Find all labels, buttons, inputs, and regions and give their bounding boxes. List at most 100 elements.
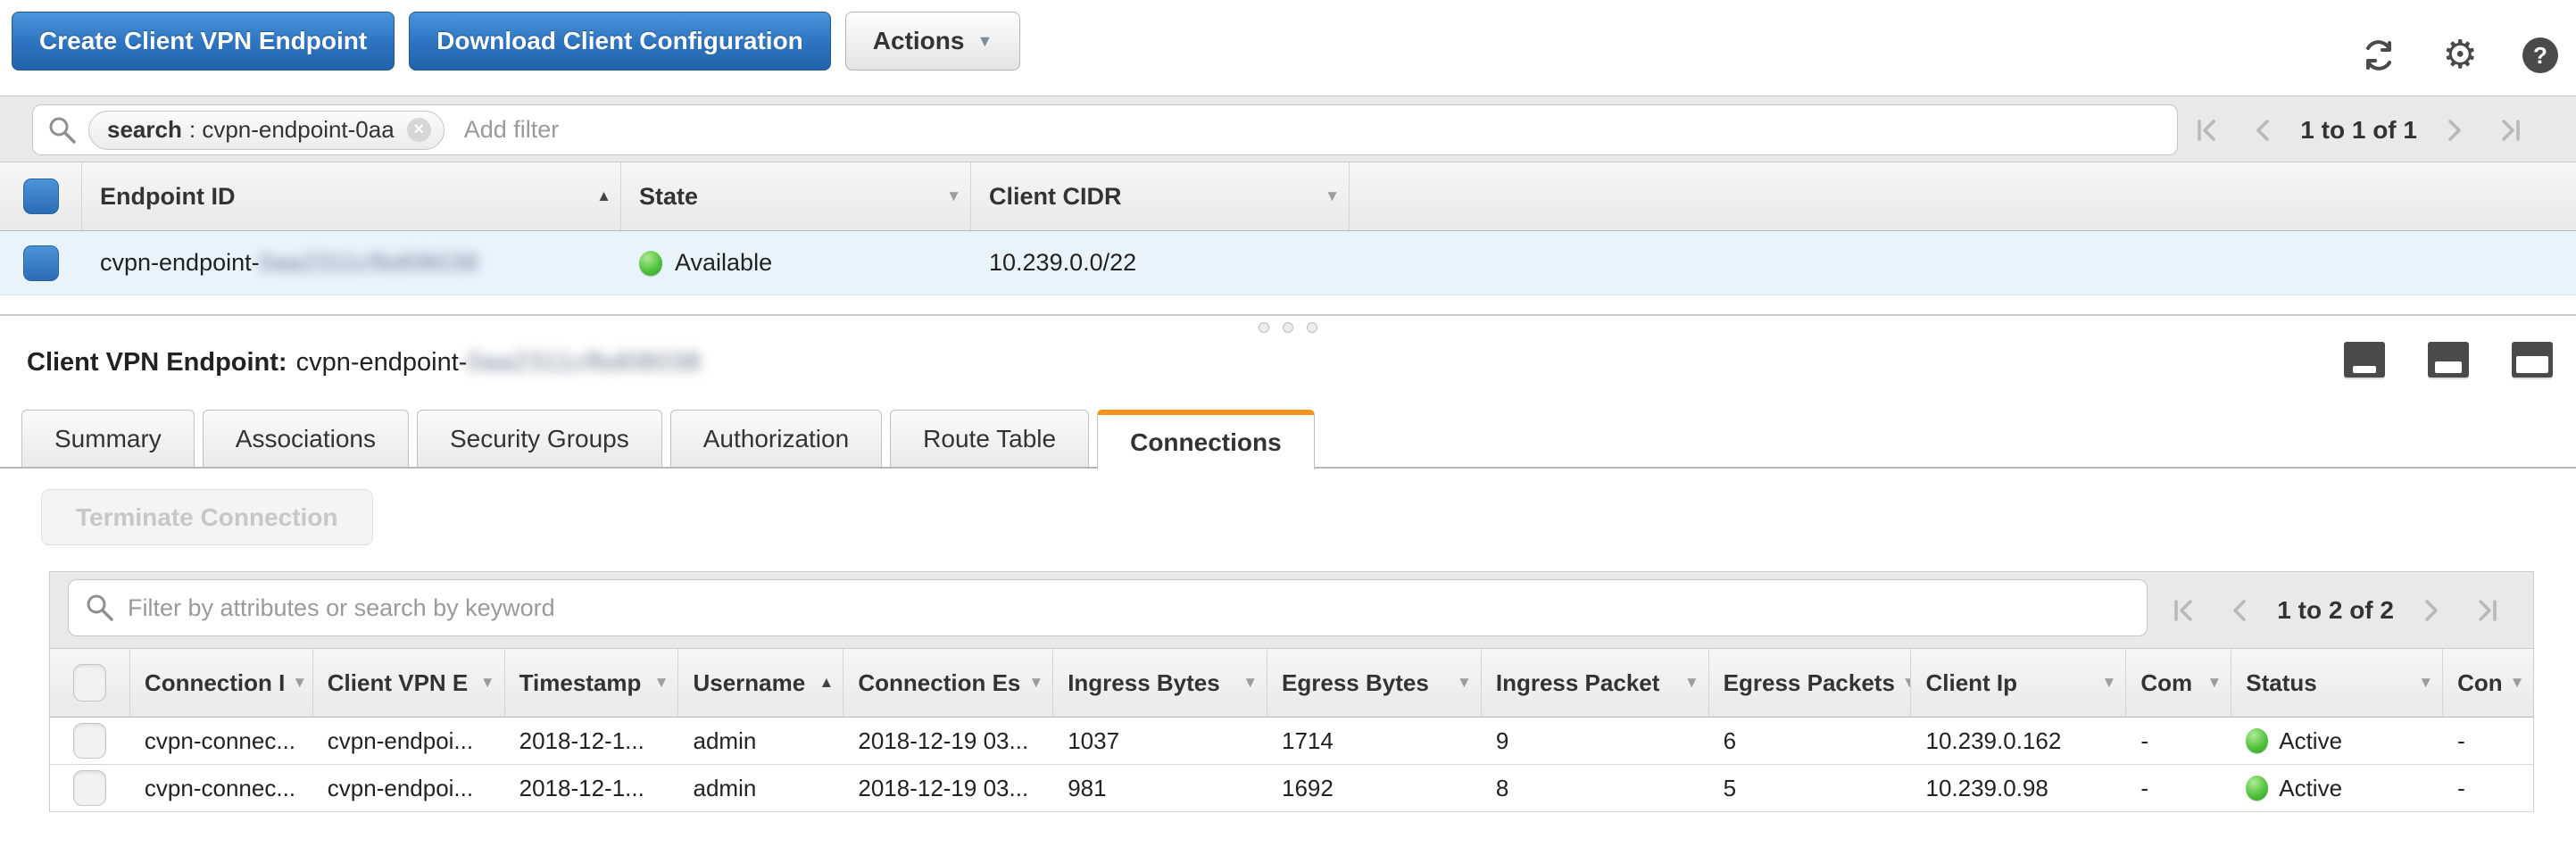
prev-page-button[interactable] (2248, 114, 2273, 146)
tab-security-groups[interactable]: Security Groups (416, 410, 662, 467)
connection-established-cell: 2018-12-19 03... (858, 774, 1029, 801)
tab-authorization[interactable]: Authorization (669, 410, 883, 467)
connections-search-box[interactable] (68, 579, 2148, 636)
col-label: Status (2246, 668, 2317, 696)
row-checkbox[interactable] (73, 770, 107, 806)
egress-packets-cell: 5 (1723, 774, 1737, 801)
status-label: Active (2279, 726, 2343, 754)
tab-connections[interactable]: Connections (1097, 410, 1315, 469)
col-egress-packets-header[interactable]: Egress Packets ▼ (1709, 649, 1912, 717)
tab-associations[interactable]: Associations (202, 410, 409, 467)
create-client-vpn-endpoint-button[interactable]: Create Client VPN Endpoint (12, 12, 395, 71)
col-state-label: State (639, 182, 699, 210)
endpoint-table-row[interactable]: cvpn-endpoint- 0aa2311cfbd08038 Available… (0, 231, 2576, 295)
first-page-button[interactable] (2191, 114, 2222, 146)
ingress-bytes-cell: 981 (1068, 774, 1107, 801)
egress-packets-cell: 6 (1723, 726, 1737, 754)
column-menu-icon[interactable]: ▼ (1683, 674, 1699, 691)
terminate-connection-button[interactable]: Terminate Connection (41, 489, 373, 545)
pane-size-full-icon[interactable] (2512, 342, 2553, 378)
select-all-cell (50, 649, 130, 717)
connections-filter-input[interactable] (128, 594, 2131, 622)
column-menu-icon[interactable]: ▼ (1242, 674, 1259, 691)
col-connection-id-header[interactable]: Connection I ▼ (130, 649, 313, 717)
next-page-button[interactable] (2421, 594, 2446, 627)
select-all-checkbox[interactable] (22, 178, 59, 214)
col-username-header[interactable]: Username ▲ (678, 649, 844, 717)
column-menu-icon[interactable]: ▼ (653, 674, 669, 691)
remove-filter-icon[interactable]: × (406, 118, 431, 142)
col-endpoint-id-header[interactable]: Endpoint ID ▲ (82, 162, 621, 230)
endpoints-filter-strip: search : cvpn-endpoint-0aa × Add filter … (0, 95, 2576, 162)
column-menu-icon[interactable]: ▼ (2206, 674, 2223, 691)
username-cell: admin (693, 726, 757, 754)
header-filler (1350, 162, 2576, 230)
col-ingress-bytes-header[interactable]: Ingress Bytes ▼ (1053, 649, 1268, 717)
column-menu-icon[interactable]: ▼ (2418, 674, 2434, 691)
col-status-header[interactable]: Status ▼ (2231, 649, 2444, 717)
col-connection-end-header[interactable]: Con ▼ (2443, 649, 2533, 717)
row-checkbox[interactable] (23, 245, 59, 281)
download-client-configuration-button[interactable]: Download Client Configuration (409, 12, 831, 71)
last-page-button[interactable] (2496, 114, 2526, 146)
column-menu-icon[interactable]: ▼ (292, 674, 308, 691)
connection-table-row[interactable]: cvpn-connec... cvpn-endpoi... 2018-12-1.… (50, 765, 2533, 812)
col-client-vpn-endpoint-header[interactable]: Client VPN E ▼ (313, 649, 505, 717)
actions-button[interactable]: Actions ▼ (844, 12, 1021, 71)
column-menu-icon[interactable]: ▼ (946, 187, 961, 204)
column-menu-icon[interactable]: ▼ (1895, 674, 1911, 692)
col-timestamp-header[interactable]: Timestamp ▼ (505, 649, 679, 717)
column-menu-icon[interactable]: ▼ (1325, 187, 1340, 204)
client-ip-cell: 10.239.0.98 (1925, 774, 2048, 801)
last-page-button[interactable] (2472, 594, 2503, 627)
search-filter-tag[interactable]: search : cvpn-endpoint-0aa × (88, 110, 445, 150)
endpoints-search-box[interactable]: search : cvpn-endpoint-0aa × Add filter (32, 104, 2178, 155)
connection-table-row[interactable]: cvpn-connec... cvpn-endpoi... 2018-12-1.… (50, 718, 2533, 765)
connection-id-cell: cvpn-connec... (144, 774, 296, 801)
col-label: Con (2457, 668, 2503, 696)
help-icon[interactable]: ? (2522, 37, 2558, 73)
detail-tabs: Summary Associations Security Groups Aut… (21, 410, 1315, 469)
endpoint-id-prefix: cvpn-endpoint- (100, 249, 260, 276)
ingress-packets-cell: 8 (1495, 774, 1509, 801)
row-checkbox[interactable] (73, 723, 107, 759)
column-menu-icon[interactable]: ▼ (1028, 674, 1044, 691)
column-menu-icon[interactable]: ▼ (1457, 674, 1472, 691)
row-select-cell (50, 765, 130, 811)
endpoints-table-header: Endpoint ID ▲ State ▼ Client CIDR ▼ (0, 162, 2576, 231)
col-ingress-packets-header[interactable]: Ingress Packet ▼ (1482, 649, 1709, 717)
col-label: Ingress Bytes (1068, 668, 1220, 696)
settings-gear-icon[interactable]: ⚙ (2442, 33, 2478, 77)
column-menu-icon[interactable]: ▼ (2101, 674, 2117, 691)
pane-size-small-icon[interactable] (2344, 342, 2385, 378)
connection-id-cell: cvpn-connec... (144, 726, 296, 754)
select-all-cell (0, 162, 82, 230)
prev-page-button[interactable] (2225, 594, 2250, 627)
tab-route-table[interactable]: Route Table (890, 410, 1090, 467)
refresh-icon[interactable] (2359, 36, 2398, 75)
col-state-header[interactable]: State ▼ (621, 162, 971, 230)
col-egress-bytes-header[interactable]: Egress Bytes ▼ (1267, 649, 1482, 717)
column-menu-icon[interactable]: ▼ (479, 674, 495, 691)
tab-summary[interactable]: Summary (21, 410, 195, 467)
pane-splitter-handle[interactable] (1259, 322, 1317, 333)
col-common-name-header[interactable]: Com ▼ (2126, 649, 2232, 717)
connection-end-cell: - (2457, 774, 2465, 801)
select-all-checkbox[interactable] (72, 664, 106, 701)
pane-size-half-icon[interactable] (2428, 342, 2469, 378)
col-client-cidr-header[interactable]: Client CIDR ▼ (971, 162, 1350, 230)
col-connection-established-header[interactable]: Connection Es ▼ (843, 649, 1054, 717)
column-menu-icon[interactable]: ▼ (2509, 674, 2525, 691)
status-green-dot-icon (2246, 776, 2269, 801)
next-page-button[interactable] (2444, 114, 2469, 146)
ingress-bytes-cell: 1037 (1068, 726, 1120, 754)
detail-endpoint-id-redacted: 0aa2311cfbd08038 (467, 348, 702, 377)
username-cell: admin (693, 774, 757, 801)
first-page-button[interactable] (2168, 594, 2198, 627)
add-filter-input[interactable]: Add filter (463, 116, 560, 143)
state-cell: Available (621, 231, 971, 295)
col-client-ip-header[interactable]: Client Ip ▼ (1911, 649, 2127, 717)
row-select-cell (50, 718, 130, 764)
connections-table-header: Connection I ▼ Client VPN E ▼ Timestamp … (50, 649, 2533, 718)
status-green-dot-icon (2246, 728, 2269, 753)
